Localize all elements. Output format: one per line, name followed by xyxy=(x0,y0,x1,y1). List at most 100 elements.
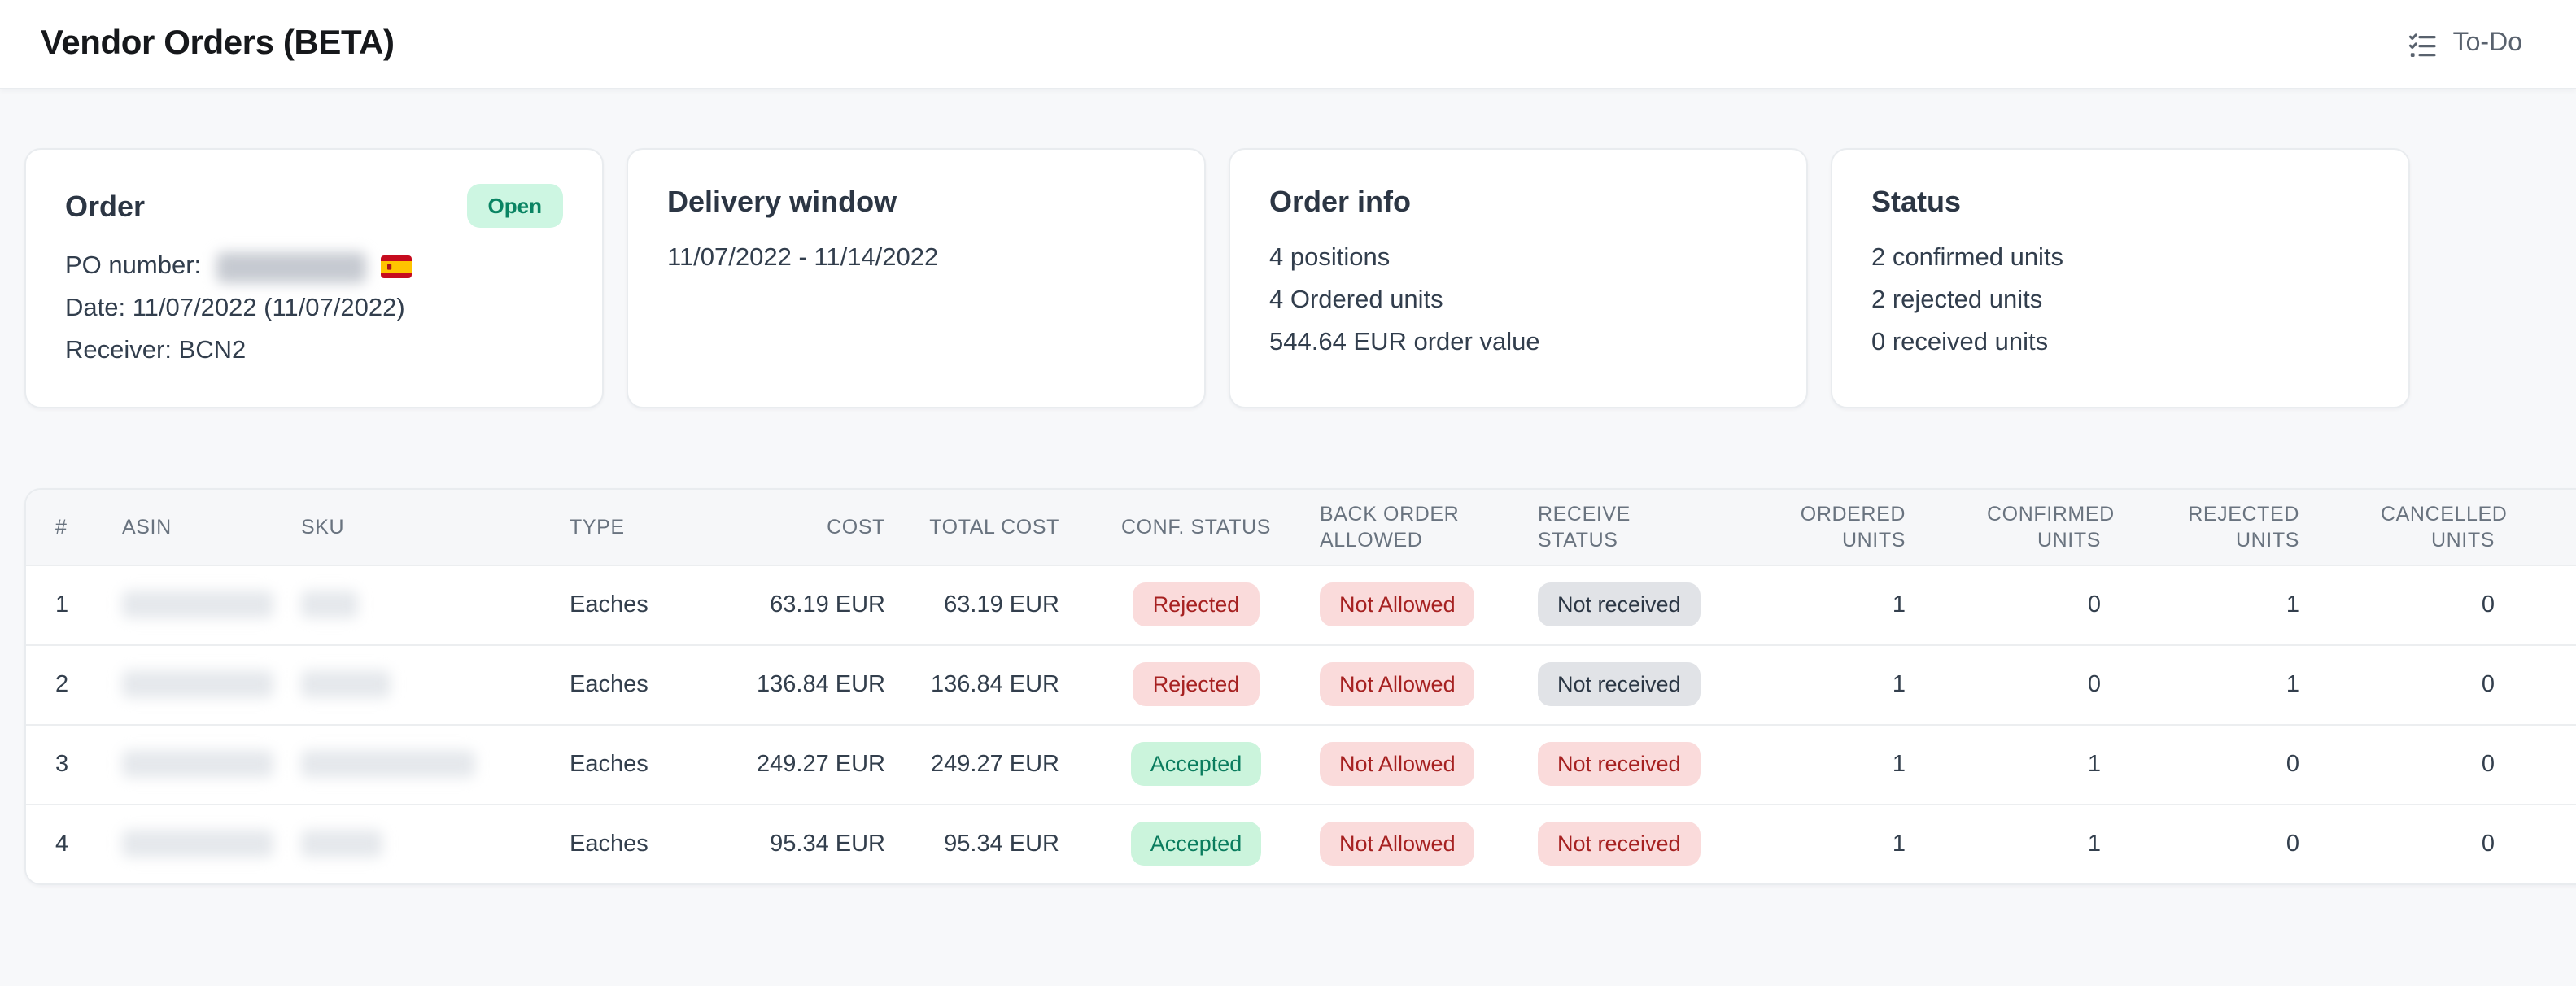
cancelled-units-cell: 0 xyxy=(2312,644,2508,724)
col-header-receive-status: RECEIVE STATUS xyxy=(1508,490,1702,565)
conf-status-cell: Rejected xyxy=(1072,644,1320,724)
rejected-units-cell: 0 xyxy=(2114,803,2312,883)
col-header-confirmed-units: CONFIRMED UNITS xyxy=(1919,490,2114,565)
status-card-title: Status xyxy=(1871,185,1962,218)
conf-status-pill: Accepted xyxy=(1130,742,1262,786)
col-header-cost: COST xyxy=(742,490,898,565)
cost-cell: 95.34 EUR xyxy=(742,803,898,883)
status-confirmed-units: 2 confirmed units xyxy=(1871,244,2064,272)
spain-flag-icon xyxy=(380,255,412,278)
total-cost-cell: 63.19 EUR xyxy=(898,564,1072,644)
confirmed-units-cell: 1 xyxy=(1919,723,2114,804)
total-cost-cell: 95.34 EUR xyxy=(898,803,1072,883)
receive-status-cell: Not received xyxy=(1508,803,1702,883)
col-header-num: # xyxy=(26,490,107,565)
back-order-cell: Not Allowed xyxy=(1320,723,1508,804)
order-receiver-line: Receiver: BCN2 xyxy=(65,337,247,364)
col-header-cancelled-units: CANCELLED UNITS xyxy=(2312,490,2508,565)
cost-cell: 63.19 EUR xyxy=(742,564,898,644)
redacted-asin xyxy=(122,591,273,618)
order-card: Order Open PO number: Date: 11/07/2022 xyxy=(24,148,604,408)
receive-status-pill: Not received xyxy=(1538,582,1701,626)
confirmed-units-cell: 0 xyxy=(1919,564,2114,644)
asin-cell xyxy=(107,803,295,883)
col-header-ordered-units: ORDERED UNITS xyxy=(1702,490,1919,565)
redacted-po-number xyxy=(216,251,366,282)
col-header-rejected-units: REJECTED UNITS xyxy=(2114,490,2312,565)
order-info-order-value: 544.64 EUR order value xyxy=(1269,329,1540,356)
conf-status-pill: Rejected xyxy=(1133,662,1260,706)
rejected-units-cell: 1 xyxy=(2114,644,2312,724)
type-cell: Eaches xyxy=(563,644,742,724)
table-row: 1 Eaches 63.19 EUR 63.19 EUR Rejected No… xyxy=(26,564,2576,644)
back-order-cell: Not Allowed xyxy=(1320,644,1508,724)
back-order-pill: Not Allowed xyxy=(1320,662,1475,706)
back-order-cell: Not Allowed xyxy=(1320,803,1508,883)
redacted-sku xyxy=(301,670,391,698)
redacted-sku xyxy=(301,591,358,618)
conf-status-pill: Accepted xyxy=(1130,822,1262,866)
ordered-units-cell: 1 xyxy=(1702,564,1919,644)
status-rejected-units: 2 rejected units xyxy=(1871,286,2043,314)
conf-status-pill: Rejected xyxy=(1133,582,1260,626)
order-info-title: Order info xyxy=(1269,185,1412,218)
receive-status-cell: Not received xyxy=(1508,564,1702,644)
conf-status-cell: Rejected xyxy=(1072,564,1320,644)
cancelled-units-cell: 0 xyxy=(2312,723,2508,804)
asin-cell xyxy=(107,723,295,804)
receive-status-pill: Not received xyxy=(1538,822,1701,866)
delivery-window-card: Delivery window 11/07/2022 - 11/14/2022 xyxy=(627,148,1206,408)
row-index: 3 xyxy=(26,723,107,804)
col-header-asin: ASIN xyxy=(107,490,295,565)
top-bar: Vendor Orders (BETA) To-Do xyxy=(0,0,2576,89)
spacer-cell xyxy=(2508,564,2576,644)
todo-label: To-Do xyxy=(2452,29,2522,57)
spacer-cell xyxy=(2508,803,2576,883)
redacted-asin xyxy=(122,670,273,698)
positions-table-card: # ASIN SKU TYPE COST TOTAL COST CONF. ST… xyxy=(24,488,2576,885)
sku-cell xyxy=(295,803,563,883)
col-header-type: TYPE xyxy=(563,490,742,565)
col-header-spacer xyxy=(2508,490,2576,565)
back-order-pill: Not Allowed xyxy=(1320,742,1475,786)
delivery-window-value: 11/07/2022 - 11/14/2022 xyxy=(667,244,939,272)
redacted-sku xyxy=(301,750,475,778)
ordered-units-cell: 1 xyxy=(1702,803,1919,883)
po-number-label: PO number: xyxy=(65,252,202,280)
back-order-pill: Not Allowed xyxy=(1320,582,1475,626)
rejected-units-cell: 1 xyxy=(2114,564,2312,644)
spacer-cell xyxy=(2508,644,2576,724)
col-header-total-cost: TOTAL COST xyxy=(898,490,1072,565)
spacer-cell xyxy=(2508,723,2576,804)
sku-cell xyxy=(295,644,563,724)
type-cell: Eaches xyxy=(563,723,742,804)
order-info-card: Order info 4 positions 4 Ordered units 5… xyxy=(1229,148,1808,408)
receive-status-pill: Not received xyxy=(1538,662,1701,706)
asin-cell xyxy=(107,564,295,644)
table-header-row: # ASIN SKU TYPE COST TOTAL COST CONF. ST… xyxy=(26,490,2576,565)
delivery-window-title: Delivery window xyxy=(667,185,897,218)
col-header-conf-status: CONF. STATUS xyxy=(1072,490,1320,565)
type-cell: Eaches xyxy=(563,564,742,644)
row-index: 2 xyxy=(26,644,107,724)
cost-cell: 249.27 EUR xyxy=(742,723,898,804)
order-card-title: Order xyxy=(65,190,146,222)
order-info-ordered-units: 4 Ordered units xyxy=(1269,286,1443,314)
back-order-cell: Not Allowed xyxy=(1320,564,1508,644)
col-header-back-order: BACK ORDER ALLOWED xyxy=(1320,490,1508,565)
positions-table: # ASIN SKU TYPE COST TOTAL COST CONF. ST… xyxy=(26,490,2576,883)
order-status-badge: Open xyxy=(466,184,563,228)
table-row: 4 Eaches 95.34 EUR 95.34 EUR Accepted No… xyxy=(26,803,2576,883)
confirmed-units-cell: 1 xyxy=(1919,803,2114,883)
table-row: 2 Eaches 136.84 EUR 136.84 EUR Rejected … xyxy=(26,644,2576,724)
total-cost-cell: 136.84 EUR xyxy=(898,644,1072,724)
sku-cell xyxy=(295,564,563,644)
cost-cell: 136.84 EUR xyxy=(742,644,898,724)
conf-status-cell: Accepted xyxy=(1072,803,1320,883)
redacted-asin xyxy=(122,830,273,858)
back-order-pill: Not Allowed xyxy=(1320,822,1475,866)
asin-cell xyxy=(107,644,295,724)
conf-status-cell: Accepted xyxy=(1072,723,1320,804)
order-info-positions: 4 positions xyxy=(1269,244,1391,272)
todo-link[interactable]: To-Do xyxy=(2408,28,2522,59)
